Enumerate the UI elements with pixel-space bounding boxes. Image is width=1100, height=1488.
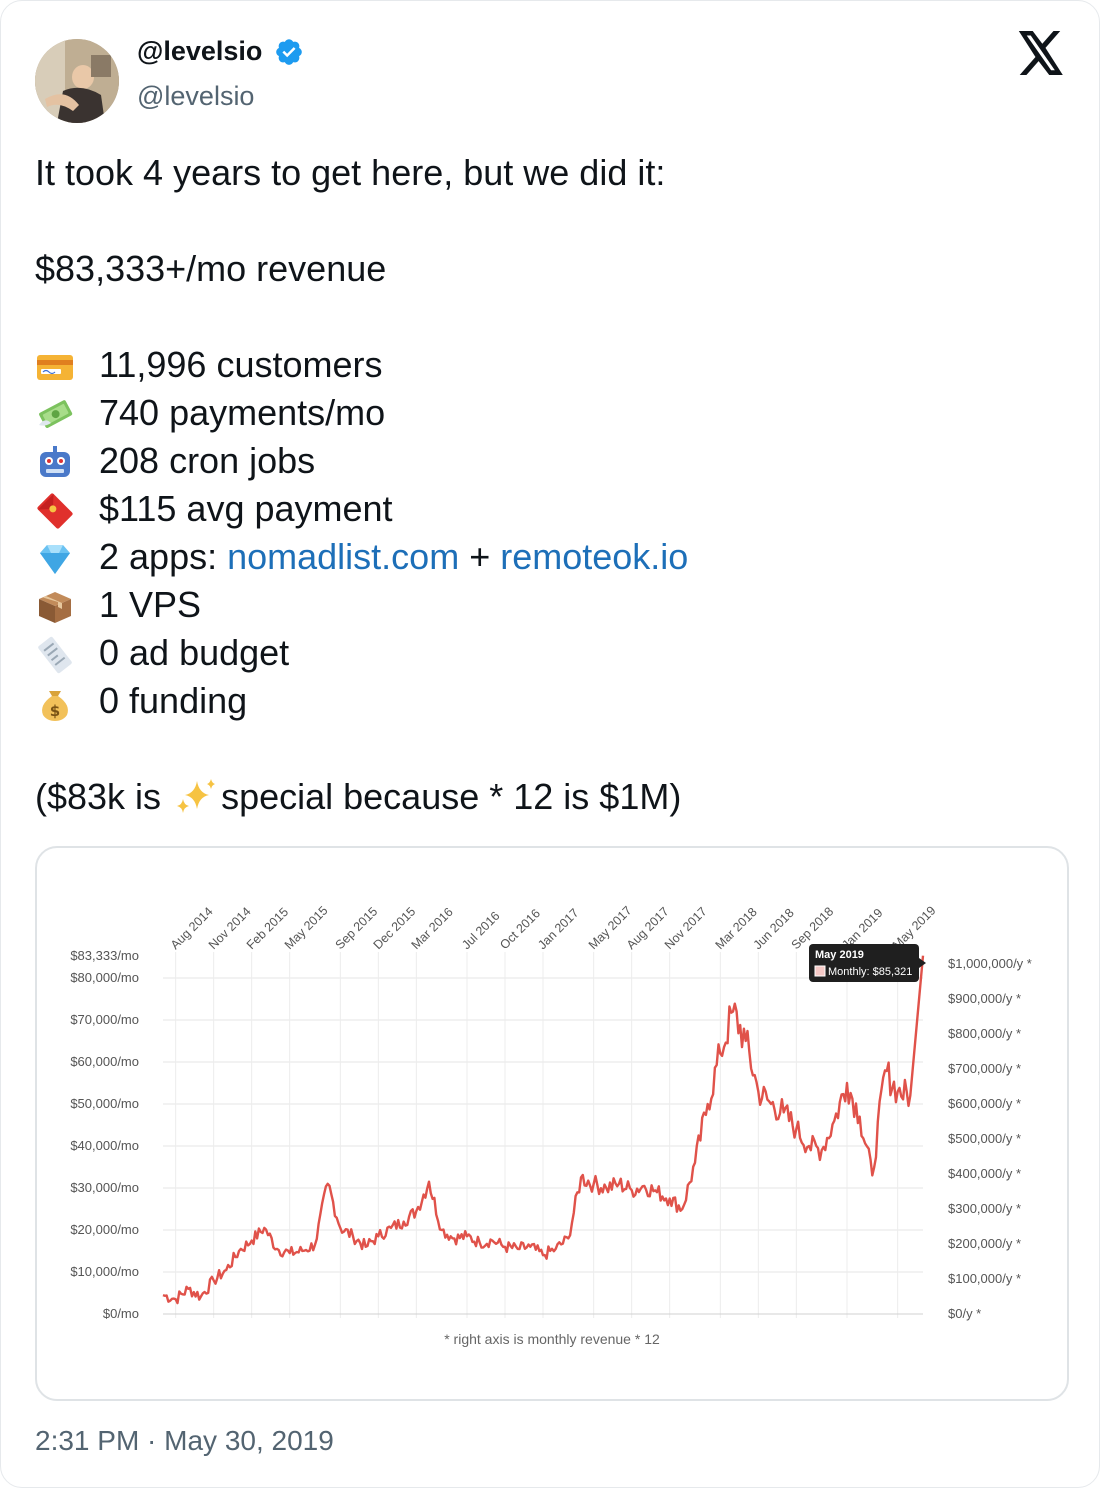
stat-line: 1 VPS <box>35 581 1065 629</box>
tooltip-pointer <box>919 958 926 968</box>
y-left-tick-label: $60,000/mo <box>70 1054 139 1069</box>
y-right-tick-label: $1,000,000/y * <box>948 956 1032 971</box>
stat-text: $115 avg payment <box>99 488 393 529</box>
stat-text-prefix: 2 apps: <box>99 536 228 577</box>
x-tick-label: May 2015 <box>282 903 331 952</box>
y-right-tick-label: $0/y * <box>948 1306 981 1321</box>
credit-card-icon <box>35 347 87 387</box>
stat-text: 0 funding <box>99 680 248 721</box>
y-right-tick-label: $100,000/y * <box>948 1271 1021 1286</box>
y-right-tick-label: $200,000/y * <box>948 1236 1021 1251</box>
tooltip-box <box>809 944 919 982</box>
y-left-tick-label: $0/mo <box>103 1306 139 1321</box>
red-envelope-icon <box>35 491 87 531</box>
y-right-tick-label: $400,000/y * <box>948 1166 1021 1181</box>
x-tick-label: Oct 2016 <box>497 906 543 952</box>
chart-canvas: $0/mo $10,000/mo $20,000/mo $30,000/mo $40,0… <box>70 903 1032 1347</box>
y-left-tick-label: $10,000/mo <box>70 1264 139 1279</box>
package-icon <box>35 587 87 627</box>
y-right-tick-label: $300,000/y * <box>948 1201 1021 1216</box>
revenue-line: $83,333+/mo revenue <box>35 248 387 289</box>
y-left-tick-label: $80,000/mo <box>70 970 139 985</box>
tooltip-value: Monthly: $85,321 <box>828 966 912 978</box>
y-right-tick-label: $800,000/y * <box>948 1026 1021 1041</box>
x-tick-label: Nov 2017 <box>662 904 710 952</box>
y-right-tick-label: $600,000/y * <box>948 1096 1021 1111</box>
y-left-tick-label: $40,000/mo <box>70 1138 139 1153</box>
tooltip-title: May 2019 <box>815 949 864 961</box>
x-logo-icon[interactable] <box>1017 31 1065 75</box>
stat-line: 2 apps: nomadlist.com + remoteok.io <box>35 533 1065 581</box>
x-tick-label: Jan 2017 <box>535 906 581 952</box>
nomadlist-link[interactable]: nomadlist.com <box>227 536 460 577</box>
money-with-wings-icon <box>35 395 87 435</box>
robot-icon <box>35 443 87 483</box>
stat-text: 0 ad budget <box>99 632 290 673</box>
sparkles-icon <box>171 777 221 817</box>
avatar[interactable] <box>35 39 119 123</box>
y-left-top-label: $83,333/mo <box>70 948 139 963</box>
stat-line: 0 ad budget <box>35 629 1065 677</box>
footer-suffix: special because * 12 is $1M) <box>221 776 682 817</box>
revenue-chart: $0/mo $10,000/mo $20,000/mo $30,000/mo $40,0… <box>35 846 1069 1401</box>
tweet-text: It took 4 years to get here, but we did … <box>35 149 1065 821</box>
receipt-icon <box>35 635 87 675</box>
display-name[interactable]: @levelsio <box>137 36 263 66</box>
stat-text: 1 VPS <box>99 584 202 625</box>
stat-text: 208 cron jobs <box>99 440 316 481</box>
avatar-photo <box>35 39 119 123</box>
stat-text-joiner: + <box>459 536 501 577</box>
stat-text: 740 payments/mo <box>99 392 386 433</box>
stat-line: 11,996 customers <box>35 341 1065 389</box>
footer-prefix: ($83k is <box>35 776 172 817</box>
x-tick-label: Jul 2016 <box>459 909 502 952</box>
y-left-tick-label: $50,000/mo <box>70 1096 139 1111</box>
stat-text: 11,996 customers <box>99 344 383 385</box>
y-right-tick-label: $500,000/y * <box>948 1131 1021 1146</box>
timestamp[interactable]: 2:31 PM · May 30, 2019 <box>35 1425 334 1456</box>
handle[interactable]: @levelsio <box>137 81 255 111</box>
footer-line: ($83k is special because * 12 is $1M) <box>35 773 1065 821</box>
stat-line: 208 cron jobs <box>35 437 1065 485</box>
gem-icon <box>35 539 87 579</box>
svg-text:$: $ <box>50 702 60 720</box>
stat-line: 740 payments/mo <box>35 389 1065 437</box>
revenue-series-line <box>162 955 925 1305</box>
y-right-tick-label: $700,000/y * <box>948 1061 1021 1076</box>
y-right-tick-label: $900,000/y * <box>948 991 1021 1006</box>
y-left-tick-label: $30,000/mo <box>70 1180 139 1195</box>
tooltip-swatch <box>814 965 826 977</box>
remoteok-link[interactable]: remoteok.io <box>500 536 689 577</box>
y-left-tick-label: $70,000/mo <box>70 1012 139 1027</box>
stat-line: $ 0 funding <box>35 677 1065 725</box>
verified-badge-icon <box>276 39 302 65</box>
y-left-tick-label: $20,000/mo <box>70 1222 139 1237</box>
stat-line: $115 avg payment <box>35 485 1065 533</box>
money-bag-icon: $ <box>35 683 87 723</box>
intro-line: It took 4 years to get here, but we did … <box>35 152 666 193</box>
chart-footnote: * right axis is monthly revenue * 12 <box>444 1331 660 1347</box>
